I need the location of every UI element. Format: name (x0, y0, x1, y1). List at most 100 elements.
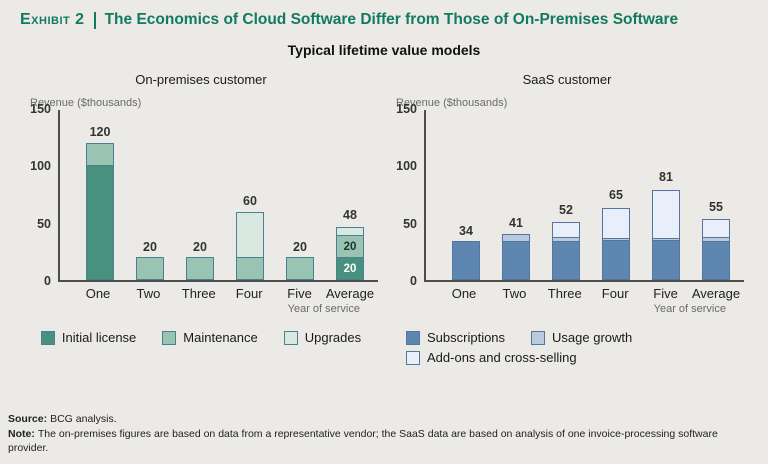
segment-initial-license: 20 (336, 257, 364, 280)
exhibit-label: Exhibit 2 (20, 11, 85, 28)
legend-label: Initial license (61, 330, 137, 345)
y-tick-label: 150 (30, 102, 51, 116)
bar-value-label: 52 (559, 203, 573, 218)
segment-subscriptions (502, 241, 530, 280)
note-line: Note: The on-premises figures are based o… (8, 427, 760, 456)
bar-value-label: 34 (459, 224, 473, 239)
x-tick-label-average: Average (325, 286, 375, 301)
bar-value-label: 60 (243, 194, 257, 209)
page-title: The Economics of Cloud Software Differ f… (104, 11, 679, 28)
segment-maintenance (186, 257, 214, 280)
legend-swatch (40, 330, 55, 345)
legend-label: Subscriptions (427, 330, 506, 345)
bar-two: 41 (502, 110, 530, 280)
source-text: BCG analysis. (50, 412, 117, 425)
segment-subscriptions (452, 241, 480, 280)
x-tick-label-one: One (451, 286, 477, 301)
y-tick-label: 50 (37, 216, 51, 231)
y-tick-label: 100 (30, 159, 51, 174)
segment-subscriptions (552, 241, 580, 280)
bar-value-label: 65 (609, 188, 623, 203)
legend-item-usage-growth: Usage growth (531, 330, 632, 345)
note-text: The on-premises figures are based on dat… (8, 427, 718, 455)
footer: Source: BCG analysis. Note: The on-premise… (8, 412, 760, 456)
bar-four: 60 (236, 110, 264, 280)
on-premises-x-axis: One Two Three Four Five Average (58, 286, 378, 301)
x-tick-label-five: Five (653, 286, 678, 301)
on-premises-x-axis-title: Year of service (287, 303, 360, 315)
charts-row: On-premises customer Revenue ($thousands… (0, 72, 768, 365)
segment-maintenance (236, 257, 264, 280)
bar-average: 55 (702, 110, 730, 280)
x-tick-label-three: Three (547, 286, 582, 301)
bar-five: 20 (286, 110, 314, 280)
segment-maintenance (286, 257, 314, 280)
legend-swatch (531, 330, 546, 345)
bar-four: 65 (602, 110, 630, 280)
legend-swatch (283, 330, 298, 345)
y-tick-label: 0 (44, 274, 51, 288)
y-tick-label: 50 (403, 216, 417, 231)
legend-label: Usage growth (552, 330, 633, 345)
legend-label: Maintenance (183, 330, 258, 345)
exhibit-header: Exhibit 2 The Economics of Cloud Softwar… (0, 0, 768, 29)
legend-swatch (162, 330, 177, 345)
segment-add-ons-and-cross-selling (702, 219, 730, 238)
legend-item-maintenance: Maintenance (162, 330, 258, 345)
x-tick-label-four: Four (235, 286, 263, 301)
x-tick-label-two: Two (136, 286, 161, 301)
segment-maintenance: 20 (336, 235, 364, 258)
bar-value-label: 20 (293, 240, 307, 255)
y-tick-label: 150 (396, 102, 417, 116)
x-tick-label-five: Five (287, 286, 312, 301)
x-tick-label-four: Four (601, 286, 629, 301)
segment-initial-license (86, 165, 114, 280)
legend-item-subscriptions: Subscriptions (406, 330, 505, 345)
x-tick-label-two: Two (502, 286, 527, 301)
saas-x-axis-title: Year of service (653, 303, 726, 315)
legend-label: Add-ons and cross-selling (427, 350, 577, 365)
on-premises-legend: Initial license Maintenance Upgrades (24, 330, 378, 345)
bar-value-label: 41 (509, 216, 523, 230)
on-premises-chart: On-premises customer Revenue ($thousands… (18, 72, 384, 365)
bar-one: 34 (452, 110, 480, 280)
on-premises-plot-area: 120 20 20 60 20 48 20 20 (58, 110, 378, 282)
x-tick-label-average: Average (691, 286, 741, 301)
segment-add-ons-and-cross-selling (552, 222, 580, 238)
bar-three: 52 (552, 110, 580, 280)
on-premises-y-axis: 150 100 50 0 (24, 102, 58, 288)
x-tick-label-one: One (85, 286, 111, 301)
note-label: Note: (8, 427, 35, 440)
bar-three: 20 (186, 110, 214, 280)
segment-subscriptions (702, 241, 730, 280)
on-premises-chart-title: On-premises customer (135, 72, 267, 87)
segment-upgrades (236, 212, 264, 258)
saas-x-axis: One Two Three Four Five Average (424, 286, 744, 301)
legend-swatch (406, 350, 420, 365)
on-premises-y-axis-title: Revenue ($thousands) (30, 97, 142, 109)
saas-chart: SaaS customer Revenue ($thousands) 150 10… (384, 72, 750, 365)
segment-maintenance (136, 257, 164, 280)
bar-value-label: 48 (343, 207, 357, 222)
saas-chart-title: SaaS customer (522, 72, 612, 87)
source-label: Source: (8, 412, 48, 425)
segment-subscriptions (602, 240, 630, 280)
legend-swatch (406, 330, 420, 345)
saas-legend: Subscriptions Usage growth Add-ons and cro… (390, 330, 700, 365)
segment-add-ons-and-cross-selling (602, 208, 630, 239)
segment-maintenance (86, 143, 114, 166)
legend-label: Upgrades (304, 330, 362, 345)
bar-five: 81 (652, 110, 680, 280)
bar-two: 20 (136, 110, 164, 280)
bar-value-label: 20 (143, 240, 157, 255)
legend-item-initial-license: Initial license (40, 330, 137, 345)
saas-y-axis: 150 100 50 0 (390, 102, 424, 288)
bar-value-label: 81 (659, 170, 673, 185)
chart-subtitle: Typical lifetime value models (287, 42, 481, 58)
y-tick-label: 0 (410, 274, 417, 288)
legend-item-upgrades: Upgrades (283, 330, 362, 345)
segment-add-ons-and-cross-selling (652, 190, 680, 239)
segment-subscriptions (652, 240, 680, 280)
x-tick-label-three: Three (181, 286, 216, 301)
title-divider (93, 11, 96, 29)
